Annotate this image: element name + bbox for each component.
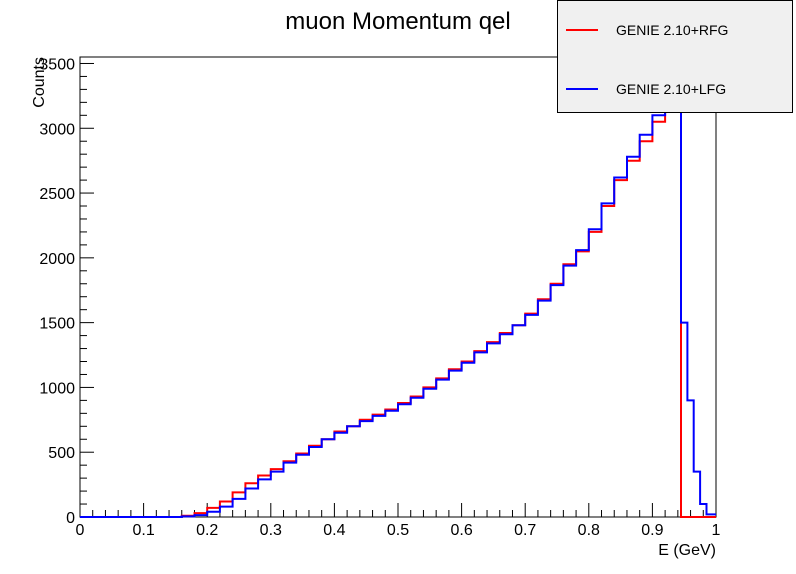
legend-box: GENIE 2.10+RFG GENIE 2.10+LFG (557, 0, 793, 113)
legend-swatch-rfg (566, 29, 598, 31)
ticks-group: 0 0.1 0.2 0.3 0.4 0.5 0.6 0.7 0.8 0.9 1 0 500 1000 150… (39, 56, 720, 539)
legend-label-lfg: GENIE 2.10+LFG (616, 81, 727, 97)
x-tick-label: 0.1 (132, 522, 154, 539)
plot-frame-group (79, 56, 717, 518)
legend-entry-rfg: GENIE 2.10+RFG (566, 20, 728, 40)
y-tick-label: 3000 (39, 121, 75, 138)
series-line-1 (80, 75, 716, 518)
x-tick-label: 0.5 (387, 522, 409, 539)
y-tick-label: 2000 (39, 251, 75, 268)
y-tick-label: 1000 (39, 380, 75, 397)
legend-label-rfg: GENIE 2.10+RFG (616, 22, 729, 38)
y-tick-label: 3500 (39, 56, 75, 73)
x-tick-label: 0.3 (260, 522, 282, 539)
series-line-0 (80, 88, 716, 518)
y-tick-label: 1500 (39, 316, 75, 333)
x-tick-label: 0 (76, 522, 85, 539)
x-tick-label: 0.2 (196, 522, 218, 539)
y-tick-label: 0 (66, 510, 75, 527)
y-tick-label: 500 (48, 445, 75, 462)
y-axis-label: Counts (31, 57, 48, 108)
legend-entry-lfg: GENIE 2.10+LFG (566, 79, 726, 99)
x-tick-label: 0.4 (323, 522, 345, 539)
x-tick-label: 0.8 (578, 522, 600, 539)
x-tick-label: 0.7 (514, 522, 536, 539)
x-tick-label: 0.6 (450, 522, 472, 539)
x-tick-label: 1 (712, 522, 721, 539)
series-group (80, 75, 716, 518)
plot-frame (79, 56, 717, 518)
x-axis-label: E (GeV) (658, 542, 716, 559)
legend-swatch-lfg (566, 88, 598, 90)
y-tick-label: 2500 (39, 186, 75, 203)
x-tick-label: 0.9 (641, 522, 663, 539)
